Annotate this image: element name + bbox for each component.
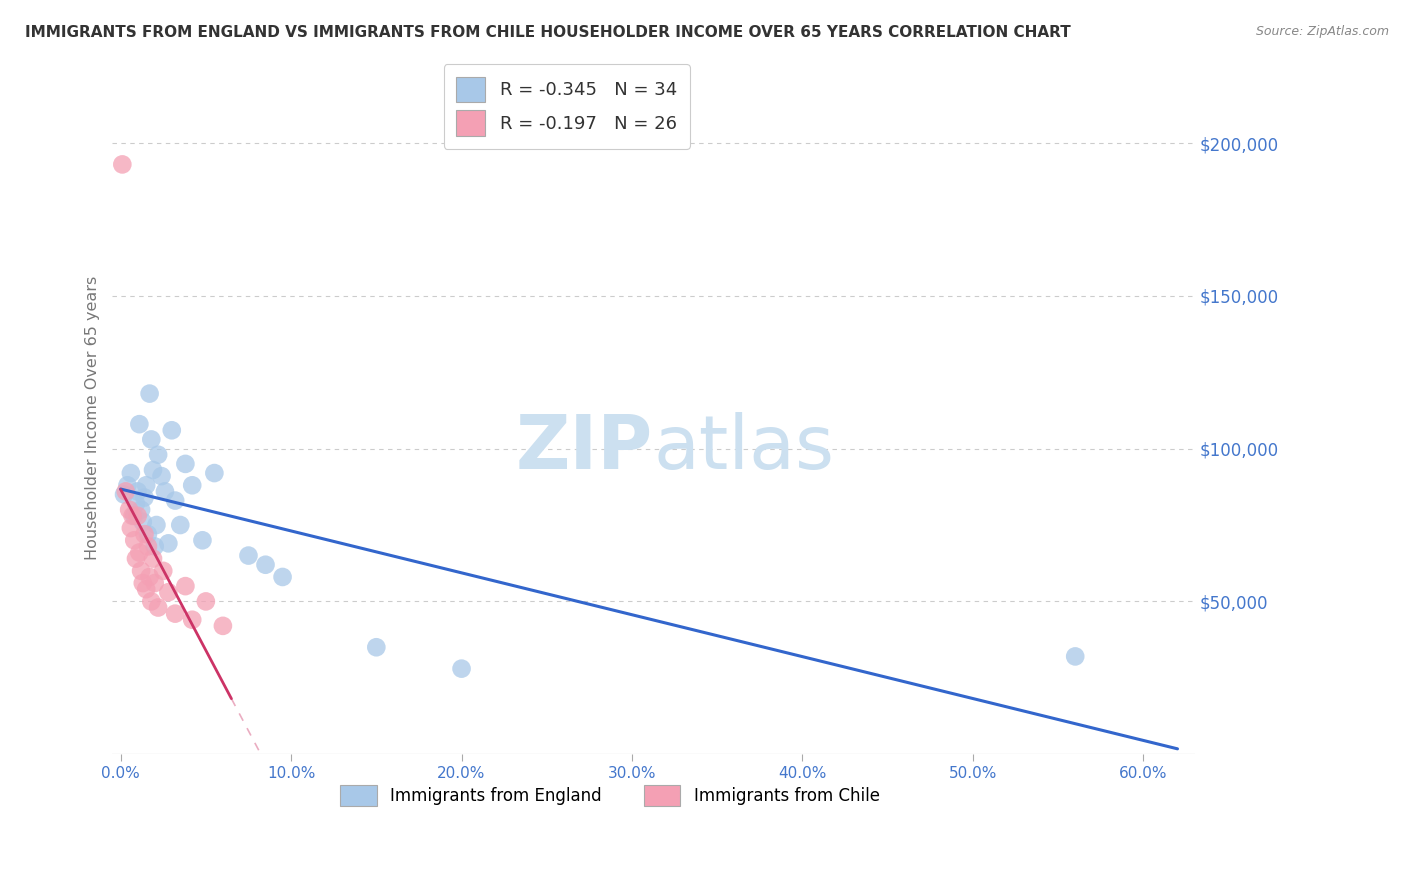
Point bbox=[191, 533, 214, 548]
Point bbox=[127, 484, 149, 499]
Y-axis label: Householder Income Over 65 years: Householder Income Over 65 years bbox=[86, 276, 100, 560]
Point bbox=[121, 508, 143, 523]
Point bbox=[138, 386, 160, 401]
Point bbox=[150, 469, 173, 483]
Point bbox=[141, 594, 163, 608]
Text: IMMIGRANTS FROM ENGLAND VS IMMIGRANTS FROM CHILE HOUSEHOLDER INCOME OVER 65 YEAR: IMMIGRANTS FROM ENGLAND VS IMMIGRANTS FR… bbox=[25, 25, 1071, 40]
Point bbox=[117, 478, 139, 492]
Point bbox=[238, 549, 260, 563]
Point bbox=[122, 508, 145, 523]
Point bbox=[128, 417, 150, 432]
Point bbox=[271, 570, 294, 584]
Point bbox=[132, 515, 155, 529]
Point bbox=[129, 564, 152, 578]
Point bbox=[127, 508, 149, 523]
Point bbox=[112, 487, 135, 501]
Point bbox=[157, 536, 180, 550]
Point bbox=[125, 497, 148, 511]
Point bbox=[366, 640, 388, 655]
Point bbox=[174, 457, 197, 471]
Point bbox=[202, 466, 225, 480]
Point bbox=[120, 466, 142, 480]
Point bbox=[153, 484, 176, 499]
Point bbox=[160, 423, 183, 437]
Point bbox=[181, 613, 204, 627]
Point bbox=[118, 502, 141, 516]
Point bbox=[136, 540, 159, 554]
Text: ZIP: ZIP bbox=[516, 412, 654, 485]
Point bbox=[143, 576, 166, 591]
Point bbox=[165, 493, 187, 508]
Point bbox=[254, 558, 277, 572]
Point bbox=[212, 619, 235, 633]
Point bbox=[128, 545, 150, 559]
Point bbox=[125, 551, 148, 566]
Text: atlas: atlas bbox=[654, 412, 834, 485]
Point bbox=[122, 533, 145, 548]
Point bbox=[111, 157, 134, 171]
Point bbox=[138, 570, 160, 584]
Point bbox=[152, 564, 174, 578]
Text: Source: ZipAtlas.com: Source: ZipAtlas.com bbox=[1256, 25, 1389, 38]
Point bbox=[142, 463, 165, 477]
Point bbox=[132, 576, 155, 591]
Point bbox=[143, 540, 166, 554]
Point bbox=[145, 518, 167, 533]
Point bbox=[1064, 649, 1087, 664]
Point bbox=[114, 484, 136, 499]
Point bbox=[120, 521, 142, 535]
Point bbox=[135, 478, 157, 492]
Point bbox=[134, 491, 156, 505]
Point bbox=[174, 579, 197, 593]
Point bbox=[194, 594, 217, 608]
Point bbox=[142, 551, 165, 566]
Point bbox=[157, 585, 180, 599]
Point bbox=[181, 478, 204, 492]
Point bbox=[134, 527, 156, 541]
Point bbox=[136, 527, 159, 541]
Point bbox=[165, 607, 187, 621]
Point bbox=[129, 502, 152, 516]
Point bbox=[141, 433, 163, 447]
Legend: Immigrants from England, Immigrants from Chile: Immigrants from England, Immigrants from… bbox=[333, 779, 886, 814]
Point bbox=[146, 448, 169, 462]
Point bbox=[135, 582, 157, 597]
Point bbox=[146, 600, 169, 615]
Point bbox=[450, 662, 472, 676]
Point bbox=[169, 518, 191, 533]
